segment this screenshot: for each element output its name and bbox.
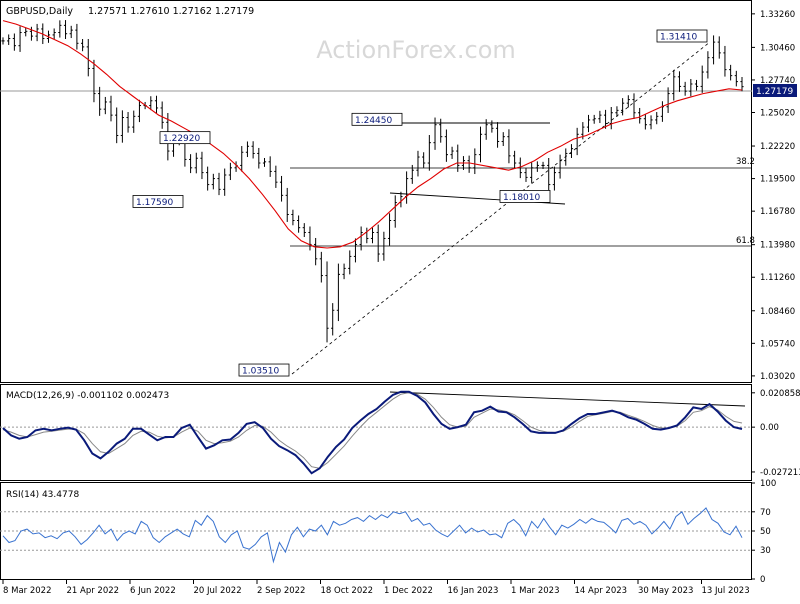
- last-price-tag: [753, 84, 797, 97]
- rsi-tick-label: 50: [760, 527, 771, 537]
- price-tick-label: 1.25020: [760, 109, 795, 119]
- macd-tick-label: 0.00: [760, 423, 779, 433]
- label-122920: 1.22920: [163, 134, 200, 144]
- last-price-tag-text: 1.27179: [756, 87, 793, 97]
- fib-38-label: 38.2: [736, 157, 755, 167]
- fib-61-label: 61.8: [736, 236, 755, 246]
- x-tick-label: 14 Apr 2023: [575, 586, 628, 596]
- rsi-tick-label: 70: [760, 508, 771, 518]
- yaxis-layer: 1.33260 1.30460 1.27740 1.25020 1.22220 1.195…: [751, 10, 800, 585]
- x-tick-label: 13 Jul 2023: [702, 586, 750, 596]
- xaxis-layer: 8 Mar 2022 21 Apr 2022 6 Jun 2022 20 Jul 20…: [2, 580, 750, 596]
- x-tick-label: 1 Dec 2022: [384, 586, 433, 596]
- label-low-103510-box: [238, 363, 290, 377]
- label-124450-box: [351, 112, 403, 126]
- macd-divergence-line: [389, 391, 746, 407]
- x-tick-label: 18 Oct 2022: [321, 586, 374, 596]
- x-tick-label: 1 Mar 2023: [511, 586, 559, 596]
- watermark: ActionForex.com: [316, 36, 516, 64]
- x-tick-label: 21 Apr 2022: [67, 586, 120, 596]
- label-118010: 1.18010: [503, 193, 540, 203]
- annotation-layer: 1.31410 1.24450 1.22920 1.17590 1.18010 1.035…: [132, 29, 708, 377]
- price-tick-label: 1.19500: [760, 175, 795, 185]
- candle-layer: [1, 20, 744, 343]
- macd-tick-label: -0.027213: [760, 468, 800, 478]
- macd-signal-line: [2, 392, 743, 469]
- price-panel-frame: [0, 0, 752, 383]
- x-tick-label: 8 Mar 2022: [3, 586, 51, 596]
- symbol-title: GBPUSD,Daily: [6, 6, 73, 17]
- label-high-131410-box: [656, 29, 708, 43]
- label-high-131410: 1.31410: [660, 33, 697, 43]
- rsi-layer: [0, 507, 751, 564]
- label-118010-box: [499, 190, 551, 203]
- x-tick-label: 30 May 2023: [638, 586, 693, 596]
- price-tick-label: 1.30460: [760, 43, 795, 53]
- macd-line: [2, 390, 743, 475]
- price-tick-label: 1.33260: [760, 10, 795, 20]
- macd-layer: [0, 390, 751, 475]
- price-tick-label: 1.11260: [760, 273, 795, 283]
- price-tick-label: 1.05740: [760, 339, 795, 349]
- macd-title: MACD(12,26,9) -0.001102 0.002473: [6, 391, 169, 401]
- sma-line: [2, 20, 743, 249]
- rsi-tick-label: 100: [760, 479, 776, 489]
- macd-panel-frame: [0, 384, 752, 481]
- label-117590: 1.17590: [136, 198, 173, 208]
- price-tick-label: 1.13980: [760, 241, 795, 251]
- label-117590-box: [132, 195, 184, 208]
- x-tick-label: 2 Sep 2022: [257, 586, 305, 596]
- sma-layer: [2, 20, 743, 249]
- price-tick-label: 1.03020: [760, 372, 795, 382]
- macd-tick-label: 0.020858: [760, 389, 800, 399]
- support-trendline: [291, 41, 711, 375]
- rsi-tick-label: 0: [760, 575, 765, 585]
- label-124450: 1.24450: [355, 116, 392, 126]
- label-low-103510: 1.03510: [242, 367, 279, 377]
- x-tick-label: 16 Jan 2023: [448, 586, 499, 596]
- price-tick-label: 1.16780: [760, 207, 795, 217]
- rsi-tick-label: 30: [760, 546, 771, 556]
- price-tick-label: 1.22220: [760, 142, 795, 152]
- rsi-line: [2, 507, 743, 564]
- price-tick-label: 1.27740: [760, 76, 795, 86]
- price-tick-label: 1.08460: [760, 307, 795, 317]
- x-tick-label: 6 Jun 2022: [130, 586, 176, 596]
- ohlc-readout: 1.27571 1.27610 1.27162 1.27179: [88, 6, 254, 17]
- rsi-title: RSI(14) 43.4778: [6, 490, 79, 500]
- label-122920-box: [159, 131, 211, 145]
- x-tick-label: 20 Jul 2022: [194, 586, 242, 596]
